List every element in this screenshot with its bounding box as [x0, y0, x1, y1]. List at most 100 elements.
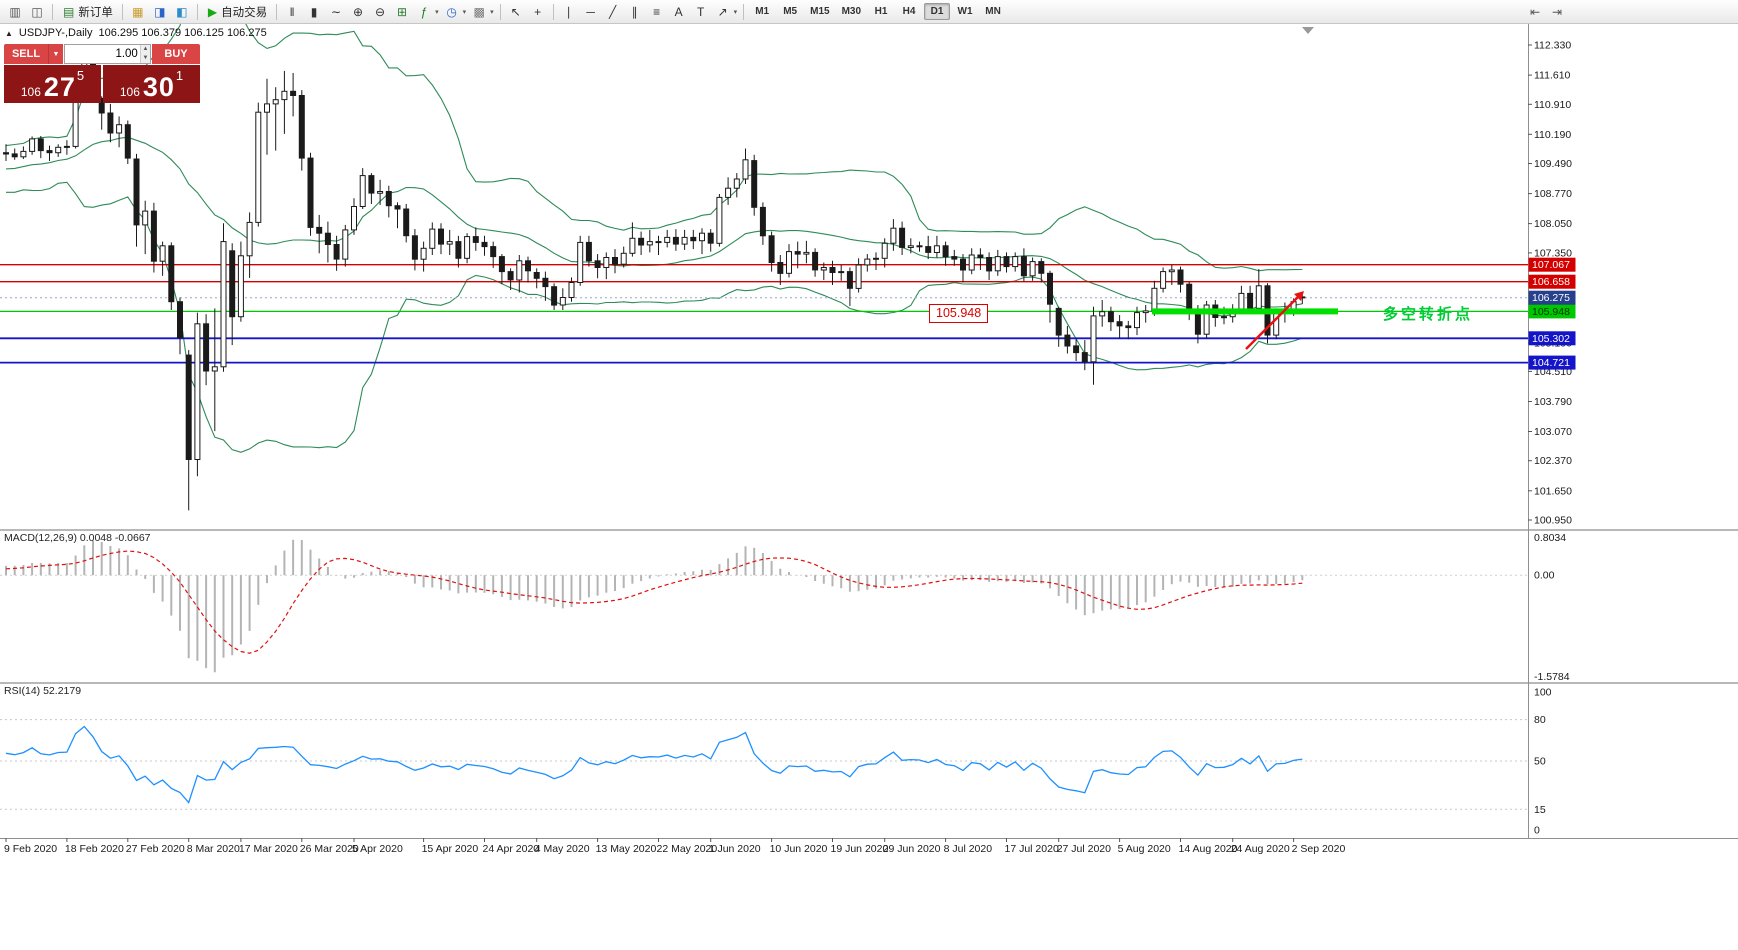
toolbar: ▥ ◫ ▤ 新订单 ▦ ◨ ◧ ▶ 自动交易 ‖ ▮ ∼ ⊕ ⊖ ⊞ ƒ ▾ ◷ ▾ ▩ ▾ ↖ + ∣ ─ ╱ ∥… — [0, 0, 1738, 24]
periods-icon-caret[interactable]: ▾ — [462, 8, 467, 16]
navigator-icon[interactable]: ◧ — [176, 4, 188, 19]
channel-icon[interactable]: ∥ — [631, 4, 638, 19]
label-icon[interactable]: T — [696, 4, 705, 19]
vertical-line-icon[interactable]: ∣ — [565, 4, 572, 19]
volume-stepper[interactable]: ▲ ▼ — [139, 45, 150, 63]
buy-price-button[interactable]: 106 30 1 — [103, 65, 200, 103]
svg-text:29 Jun 2020: 29 Jun 2020 — [883, 843, 941, 855]
svg-text:0.8034: 0.8034 — [1534, 532, 1566, 544]
sell-button[interactable]: SELL — [4, 44, 48, 64]
zoom-in-icon[interactable]: ⊕ — [353, 4, 364, 19]
svg-text:109.490: 109.490 — [1534, 158, 1572, 170]
svg-text:27 Jul 2020: 27 Jul 2020 — [1057, 843, 1111, 855]
shapes-icon[interactable]: ↗ — [717, 4, 728, 19]
timeframe-button-M15[interactable]: M15 — [810, 6, 830, 17]
zoom-out-icon[interactable]: ⊖ — [375, 4, 386, 19]
price-alert-label[interactable]: 105.948 — [929, 304, 989, 323]
chart-scroll-icon[interactable]: ⇤ — [1529, 5, 1541, 19]
timeframe-button-M1[interactable]: M1 — [755, 6, 770, 17]
svg-text:13 May 2020: 13 May 2020 — [596, 843, 657, 855]
toolbar-separator — [52, 3, 53, 20]
tile-windows-icon[interactable]: ⊞ — [397, 4, 408, 19]
svg-text:10 Jun 2020: 10 Jun 2020 — [770, 843, 828, 855]
timeframe-button-H4[interactable]: H4 — [902, 6, 916, 17]
svg-text:8 Mar 2020: 8 Mar 2020 — [187, 843, 240, 855]
auto-trading-label: 自动交易 — [221, 6, 268, 19]
periods-icon[interactable]: ◷ — [446, 4, 457, 19]
cursor-icon[interactable]: ↖ — [510, 4, 521, 19]
axes-layer[interactable]: 112.330 111.610 110.910 110.190 109.490 108.7… — [4, 40, 1572, 856]
svg-text:111.610: 111.610 — [1534, 70, 1571, 82]
svg-text:80: 80 — [1534, 714, 1546, 726]
svg-text:102.370: 102.370 — [1534, 455, 1572, 467]
svg-text:104.721: 104.721 — [1532, 357, 1570, 369]
sell-dropdown-icon[interactable]: ▼ — [48, 44, 63, 64]
svg-text:15 Apr 2020: 15 Apr 2020 — [422, 843, 479, 855]
turning-point-label[interactable]: 多空转折点 — [1383, 306, 1474, 323]
svg-text:4 May 2020: 4 May 2020 — [535, 843, 590, 855]
horizontal-line-icon[interactable]: ─ — [586, 4, 595, 19]
svg-text:26 Mar 2020: 26 Mar 2020 — [300, 843, 359, 855]
svg-text:110.910: 110.910 — [1534, 99, 1571, 111]
svg-text:100.950: 100.950 — [1534, 515, 1572, 527]
trendline-icon[interactable]: ╱ — [609, 4, 617, 19]
timeframe-button-H1[interactable]: H1 — [874, 6, 888, 17]
templates-icon-caret[interactable]: ▾ — [490, 8, 494, 16]
fibonacci-icon[interactable]: ≡ — [653, 4, 661, 19]
horizontal-lines-layer[interactable] — [0, 264, 1528, 364]
chart-profiles-icon[interactable]: ◫ — [31, 4, 43, 19]
svg-text:5 Apr 2020: 5 Apr 2020 — [352, 843, 403, 855]
auto-trading-icon[interactable]: ▶ — [207, 4, 218, 19]
timeframe-button-D1[interactable]: D1 — [924, 3, 951, 20]
buy-button[interactable]: BUY — [152, 44, 200, 64]
line-chart-icon[interactable]: ∼ — [331, 4, 342, 19]
svg-text:112.330: 112.330 — [1534, 40, 1571, 52]
svg-text:17 Mar 2020: 17 Mar 2020 — [239, 843, 298, 855]
svg-text:22 May 2020: 22 May 2020 — [657, 843, 718, 855]
data-window-icon[interactable]: ◨ — [154, 4, 166, 19]
svg-text:107.067: 107.067 — [1532, 259, 1570, 271]
chart-shift-icon[interactable]: ⇥ — [1551, 5, 1563, 19]
text-icon[interactable]: A — [674, 4, 683, 19]
chart-title: ▲ USDJPY-,Daily 106.295 106.379 106.125 … — [5, 27, 267, 39]
volume-down-icon[interactable]: ▼ — [140, 54, 150, 63]
svg-text:15: 15 — [1534, 804, 1546, 816]
toolbar-separator — [196, 3, 198, 20]
annotations-layer[interactable] — [1152, 291, 1338, 350]
svg-text:2 Sep 2020: 2 Sep 2020 — [1292, 843, 1346, 855]
timeframe-button-M30[interactable]: M30 — [841, 6, 862, 17]
svg-text:100: 100 — [1534, 687, 1552, 699]
timeframe-toolbar: M1 M5 M15 M30 H1 H4 D1 W1 MN — [748, 3, 1007, 20]
bar-chart-icon[interactable]: ‖ — [289, 4, 295, 19]
toolbar-separator — [276, 3, 278, 20]
new-order-button[interactable]: ▤ 新订单 — [57, 2, 118, 22]
timeframe-button-W1[interactable]: W1 — [957, 6, 973, 17]
svg-text:9 Feb 2020: 9 Feb 2020 — [4, 843, 57, 855]
shapes-icon-caret[interactable]: ▾ — [733, 8, 738, 16]
market-watch-icon[interactable]: ▦ — [132, 4, 144, 19]
sell-price-sup: 5 — [76, 68, 85, 83]
svg-text:5 Aug 2020: 5 Aug 2020 — [1118, 843, 1171, 855]
bollinger-bands-layer — [5, 0, 1303, 453]
indicators-icon[interactable]: ƒ — [420, 4, 428, 19]
svg-text:18 Feb 2020: 18 Feb 2020 — [65, 843, 124, 855]
crosshair-icon[interactable]: + — [534, 4, 542, 19]
timeframe-button-M5[interactable]: M5 — [783, 6, 798, 17]
toolbar-separator — [552, 3, 554, 20]
svg-text:50: 50 — [1534, 756, 1546, 768]
auto-trading-button[interactable]: ▶ 自动交易 — [202, 2, 272, 22]
volume-up-icon[interactable]: ▲ — [140, 45, 150, 54]
timeframe-button-MN[interactable]: MN — [985, 6, 1001, 17]
chart-shift-marker — [1302, 27, 1314, 34]
trend-arrow — [1245, 293, 1302, 350]
volume-input[interactable] — [65, 45, 140, 63]
candlestick-chart-icon[interactable]: ▮ — [310, 4, 318, 19]
sell-price-button[interactable]: 106 27 5 — [4, 65, 101, 103]
indicators-icon-caret[interactable]: ▾ — [435, 8, 439, 16]
svg-text:1 Jun 2020: 1 Jun 2020 — [709, 843, 761, 855]
new-chart-icon[interactable]: ▥ — [9, 4, 21, 19]
svg-text:103.790: 103.790 — [1534, 396, 1572, 408]
templates-icon[interactable]: ▩ — [473, 4, 485, 19]
new-order-icon[interactable]: ▤ — [63, 4, 75, 19]
